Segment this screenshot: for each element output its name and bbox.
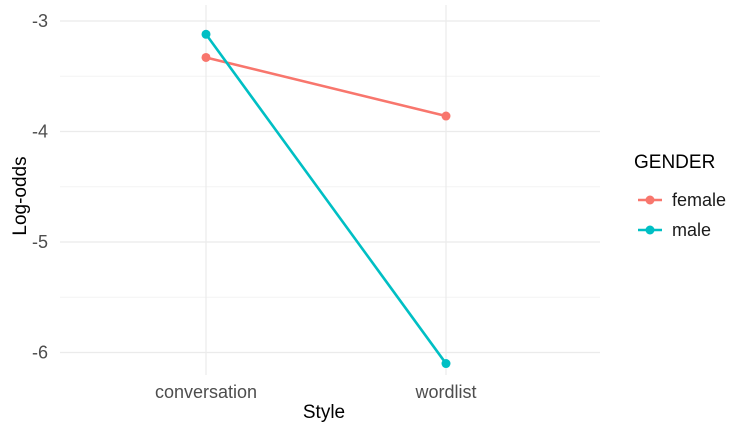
series-layer xyxy=(201,29,451,369)
legend-items: female male xyxy=(638,190,726,240)
data-point-male xyxy=(201,29,211,39)
legend-key-point xyxy=(645,225,655,235)
legend-label-female: female xyxy=(672,190,726,210)
y-tick-label: -3 xyxy=(32,11,48,31)
series-line-female xyxy=(205,56,447,118)
y-axis-title: Log-odds xyxy=(10,156,31,235)
grid-major xyxy=(60,5,600,375)
series-line-male xyxy=(204,33,448,365)
legend-title: GENDER xyxy=(634,152,715,173)
y-tick-label: -4 xyxy=(32,122,48,142)
x-axis-title: Style xyxy=(303,402,345,423)
y-tick-label: -5 xyxy=(32,232,48,252)
y-tick-label: -6 xyxy=(32,343,48,363)
legend-label-male: male xyxy=(672,220,711,240)
plot-panel xyxy=(60,5,600,375)
data-point-female xyxy=(201,52,211,62)
x-tick-label: conversation xyxy=(155,382,257,402)
data-point-male xyxy=(441,359,451,369)
grid-minor xyxy=(60,75,600,298)
y-tick-labels: -3 -4 -5 -6 xyxy=(32,11,48,363)
x-tick-label: wordlist xyxy=(414,382,476,402)
legend-key-point xyxy=(645,195,655,205)
x-tick-labels: conversation wordlist xyxy=(155,382,477,402)
legend: GENDER female male xyxy=(634,152,726,240)
data-point-female xyxy=(441,111,451,121)
